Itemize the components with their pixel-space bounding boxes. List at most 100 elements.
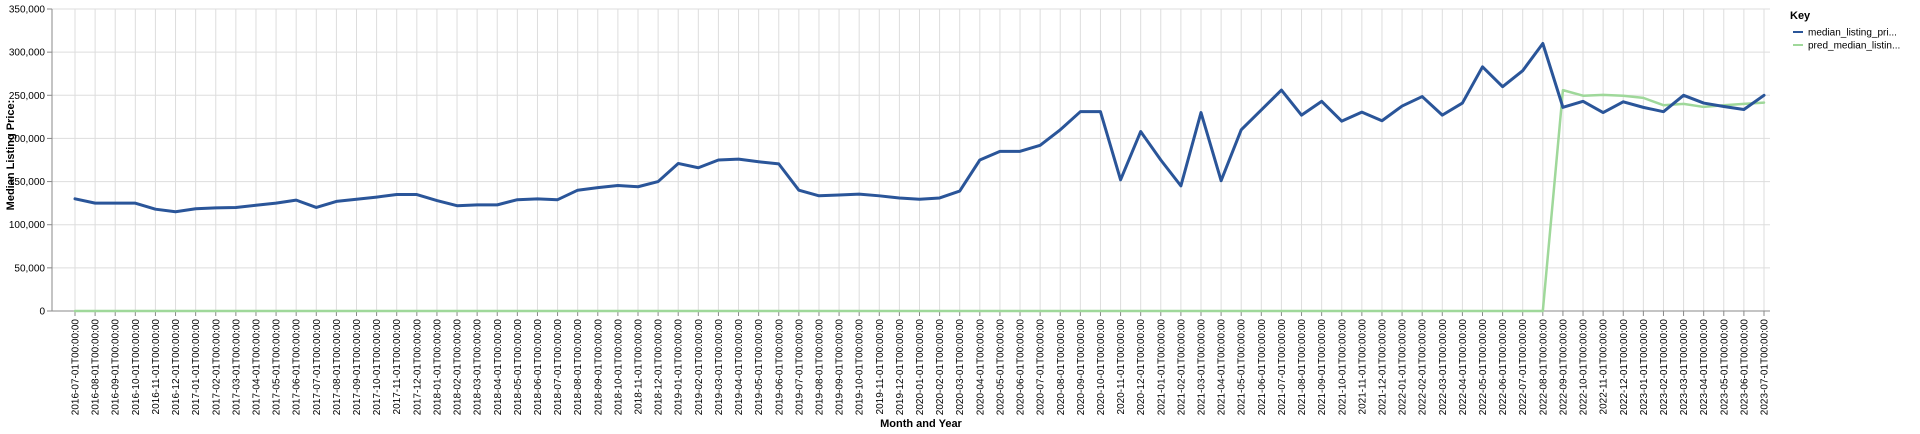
x-tick-label: 2019-10-01T00:00:00 (855, 319, 866, 416)
x-tick-label: 2017-09-01T00:00:00 (352, 319, 363, 416)
x-tick-label: 2018-09-01T00:00:00 (593, 319, 604, 416)
x-tick-label: 2019-07-01T00:00:00 (794, 319, 805, 416)
x-tick-label: 2020-10-01T00:00:00 (1096, 319, 1107, 416)
series-line-median-listing-price (73, 42, 1766, 214)
x-tick-label: 2022-05-01T00:00:00 (1478, 319, 1489, 416)
x-tick-label: 2020-06-01T00:00:00 (1016, 319, 1027, 416)
x-tick-label: 2020-11-01T00:00:00 (1116, 319, 1127, 415)
y-tick-label: 300,000 (9, 48, 46, 59)
y-tick-label: 350,000 (9, 5, 46, 16)
x-tick-label: 2020-01-01T00:00:00 (915, 319, 926, 416)
x-tick-label: 2018-04-01T00:00:00 (493, 319, 504, 416)
x-tick-label: 2020-12-01T00:00:00 (1136, 319, 1147, 416)
x-tick-label: 2022-03-01T00:00:00 (1438, 319, 1449, 416)
y-tick-label: 50,000 (14, 263, 45, 274)
x-tick-label: 2019-03-01T00:00:00 (714, 319, 725, 416)
x-tick-label: 2020-04-01T00:00:00 (975, 319, 986, 416)
x-tick-label: 2018-12-01T00:00:00 (654, 319, 665, 416)
x-tick-label: 2019-08-01T00:00:00 (814, 319, 825, 416)
x-tick-label: 2016-08-01T00:00:00 (91, 319, 102, 416)
y-axis-tick-labels: 0 50,000 100,000 150,000 200,000 250,000 300,0… (9, 5, 46, 318)
x-tick-label: 2022-10-01T00:00:00 (1579, 319, 1590, 416)
x-tick-label: 2020-09-01T00:00:00 (1076, 319, 1087, 416)
x-tick-label: 2022-12-01T00:00:00 (1619, 319, 1630, 416)
x-axis-tick-labels: 2016-07-01T00:00:00 2016-08-01T00:00:00 20… (71, 319, 1771, 416)
x-tick-label: 2017-07-01T00:00:00 (312, 319, 323, 416)
y-tick-label: 250,000 (9, 91, 46, 102)
legend-items: median_listing_pri... pred_median_listin.… (1793, 28, 1900, 52)
x-tick-label: 2017-05-01T00:00:00 (272, 319, 283, 416)
x-tick-label: 2023-05-01T00:00:00 (1719, 319, 1730, 416)
x-tick-label: 2017-02-01T00:00:00 (211, 319, 222, 416)
x-tick-label: 2023-06-01T00:00:00 (1739, 319, 1750, 416)
series-lines (73, 42, 1766, 313)
gridlines (52, 8, 1770, 312)
x-tick-label: 2019-09-01T00:00:00 (835, 319, 846, 416)
x-tick-label: 2018-03-01T00:00:00 (473, 319, 484, 416)
x-tick-label: 2023-01-01T00:00:00 (1639, 319, 1650, 416)
legend: Key median_listing_pri... pred_median_lis… (1790, 10, 1900, 52)
x-tick-label: 2018-07-01T00:00:00 (553, 319, 564, 416)
x-tick-label: 2021-01-01T00:00:00 (1156, 319, 1167, 416)
x-tick-label: 2020-05-01T00:00:00 (995, 319, 1006, 416)
y-tick-label: 100,000 (9, 220, 46, 231)
x-tick-label: 2021-10-01T00:00:00 (1337, 319, 1348, 416)
x-axis-title: Month and Year (880, 418, 962, 430)
x-tick-label: 2020-02-01T00:00:00 (935, 319, 946, 416)
x-tick-label: 2021-07-01T00:00:00 (1277, 319, 1288, 416)
x-tick-label: 2016-11-01T00:00:00 (151, 319, 162, 415)
legend-title: Key (1790, 10, 1811, 22)
y-axis-title: Median Listing Price: (5, 100, 17, 211)
x-tick-label: 2021-08-01T00:00:00 (1297, 319, 1308, 416)
x-tick-label: 2017-04-01T00:00:00 (251, 319, 262, 416)
x-tick-label: 2022-11-01T00:00:00 (1599, 319, 1610, 415)
x-tick-label: 2022-02-01T00:00:00 (1418, 319, 1429, 416)
x-tick-label: 2017-01-01T00:00:00 (191, 319, 202, 416)
x-tick-label: 2016-10-01T00:00:00 (131, 319, 142, 416)
x-tick-label: 2017-10-01T00:00:00 (372, 319, 383, 416)
x-tick-label: 2018-06-01T00:00:00 (533, 319, 544, 416)
x-tick-label: 2017-11-01T00:00:00 (392, 319, 403, 415)
x-tick-label: 2019-02-01T00:00:00 (694, 319, 705, 416)
x-tick-label: 2018-01-01T00:00:00 (432, 319, 443, 416)
x-tick-label: 2023-04-01T00:00:00 (1699, 319, 1710, 416)
y-tick-label: 150,000 (9, 177, 46, 188)
x-tick-label: 2017-08-01T00:00:00 (332, 319, 343, 416)
x-tick-label: 2022-07-01T00:00:00 (1518, 319, 1529, 416)
x-tick-label: 2023-07-01T00:00:00 (1760, 319, 1771, 416)
x-tick-label: 2021-02-01T00:00:00 (1176, 319, 1187, 416)
axes (47, 8, 1770, 316)
x-tick-label: 2017-12-01T00:00:00 (412, 319, 423, 416)
x-tick-label: 2016-09-01T00:00:00 (111, 319, 122, 416)
x-tick-label: 2018-02-01T00:00:00 (453, 319, 464, 416)
x-tick-label: 2018-05-01T00:00:00 (513, 319, 524, 416)
legend-label: median_listing_pri... (1808, 28, 1897, 39)
x-tick-label: 2021-11-01T00:00:00 (1357, 319, 1368, 415)
x-tick-label: 2016-07-01T00:00:00 (71, 319, 82, 416)
x-tick-label: 2016-12-01T00:00:00 (171, 319, 182, 416)
x-tick-label: 2019-11-01T00:00:00 (875, 319, 886, 415)
x-tick-label: 2019-05-01T00:00:00 (754, 319, 765, 416)
x-tick-label: 2020-07-01T00:00:00 (1036, 319, 1047, 416)
series-line-pred-median-listing-price (73, 88, 1766, 313)
x-tick-label: 2023-02-01T00:00:00 (1659, 319, 1670, 416)
x-tick-label: 2023-03-01T00:00:00 (1679, 319, 1690, 416)
x-tick-label: 2021-04-01T00:00:00 (1217, 319, 1228, 416)
x-tick-label: 2018-11-01T00:00:00 (634, 319, 645, 415)
x-tick-label: 2019-06-01T00:00:00 (774, 319, 785, 416)
legend-label: pred_median_listin... (1808, 41, 1900, 52)
x-tick-label: 2017-06-01T00:00:00 (292, 319, 303, 416)
x-tick-label: 2022-04-01T00:00:00 (1458, 319, 1469, 416)
x-tick-label: 2020-08-01T00:00:00 (1056, 319, 1067, 416)
x-tick-label: 2021-03-01T00:00:00 (1197, 319, 1208, 416)
x-tick-label: 2020-03-01T00:00:00 (955, 319, 966, 416)
x-tick-label: 2021-12-01T00:00:00 (1377, 319, 1388, 416)
x-tick-label: 2022-01-01T00:00:00 (1398, 319, 1409, 416)
x-tick-label: 2022-06-01T00:00:00 (1498, 319, 1509, 416)
x-tick-label: 2021-09-01T00:00:00 (1317, 319, 1328, 416)
y-tick-label: 0 (39, 307, 45, 318)
x-tick-label: 2022-09-01T00:00:00 (1558, 319, 1569, 416)
x-tick-label: 2021-05-01T00:00:00 (1237, 319, 1248, 416)
x-tick-label: 2017-03-01T00:00:00 (231, 319, 242, 416)
